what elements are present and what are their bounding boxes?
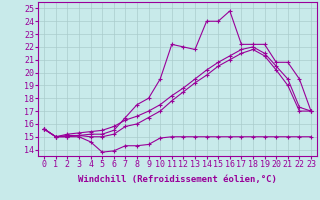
X-axis label: Windchill (Refroidissement éolien,°C): Windchill (Refroidissement éolien,°C) bbox=[78, 175, 277, 184]
